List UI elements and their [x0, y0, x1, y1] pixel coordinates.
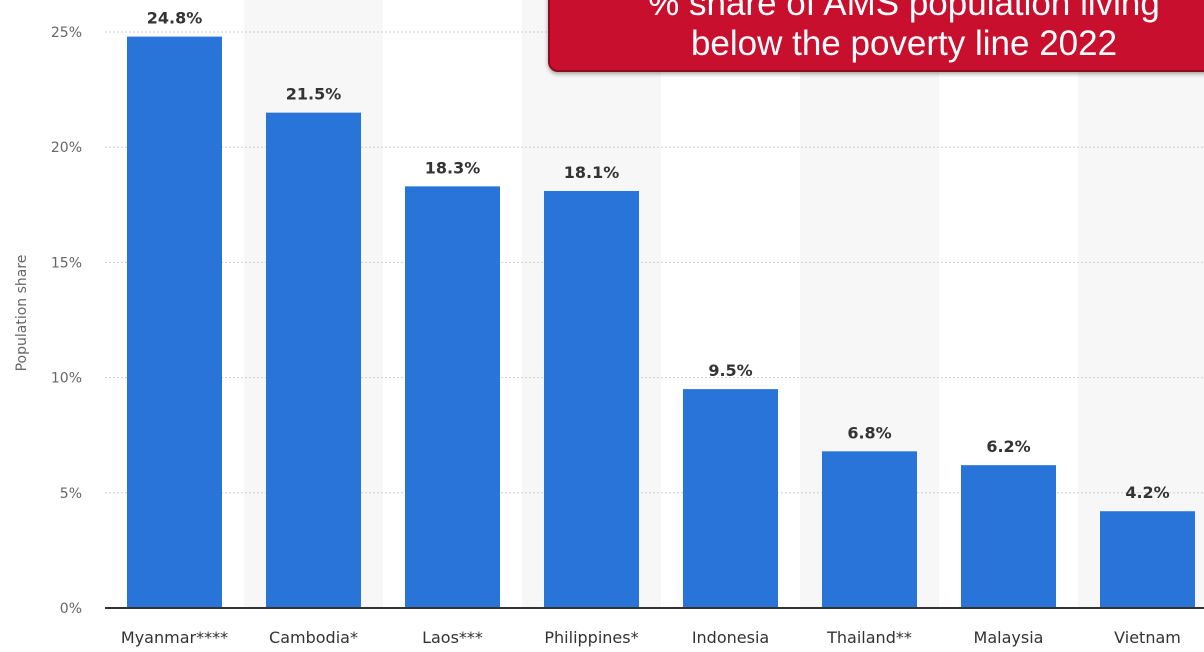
banner-line-2: below the poverty line 2022	[690, 24, 1118, 63]
data-label: 24.8%	[147, 9, 203, 28]
bar	[266, 112, 361, 608]
x-tick-label: Thailand**	[826, 628, 912, 647]
banner-line-1: % share of AMS population living	[648, 0, 1160, 23]
bar	[822, 451, 917, 608]
x-tick-label: Malaysia	[974, 628, 1044, 647]
category-band	[1078, 0, 1204, 608]
data-label: 18.1%	[564, 163, 620, 182]
bar	[1100, 511, 1195, 608]
data-label: 21.5%	[286, 85, 342, 104]
data-label: 6.8%	[847, 423, 891, 442]
x-tick-label: Philippines*	[544, 628, 638, 647]
y-tick-label: 15%	[51, 255, 82, 271]
data-label: 6.2%	[986, 437, 1030, 456]
x-tick-label: Myanmar****	[121, 628, 228, 647]
y-tick-label: 5%	[60, 486, 82, 502]
x-tick-label: Laos***	[422, 628, 483, 647]
x-tick-label: Indonesia	[692, 628, 769, 647]
y-tick-label: 10%	[51, 371, 82, 387]
bar	[405, 186, 500, 609]
data-label: 4.2%	[1125, 483, 1169, 502]
bar	[544, 190, 639, 608]
y-tick-label: 20%	[51, 140, 82, 156]
bar	[961, 465, 1056, 608]
data-label: 18.3%	[425, 158, 481, 177]
y-axis-title: Population share	[14, 255, 30, 372]
y-tick-label: 0%	[60, 601, 82, 617]
x-tick-label: Vietnam	[1114, 628, 1181, 647]
y-tick-label: 25%	[51, 25, 82, 41]
title-banner: % share of AMS population living below t…	[548, 0, 1204, 72]
bar	[683, 389, 778, 608]
data-label: 9.5%	[708, 361, 752, 380]
bar	[127, 36, 222, 608]
x-tick-label: Cambodia*	[269, 628, 358, 647]
